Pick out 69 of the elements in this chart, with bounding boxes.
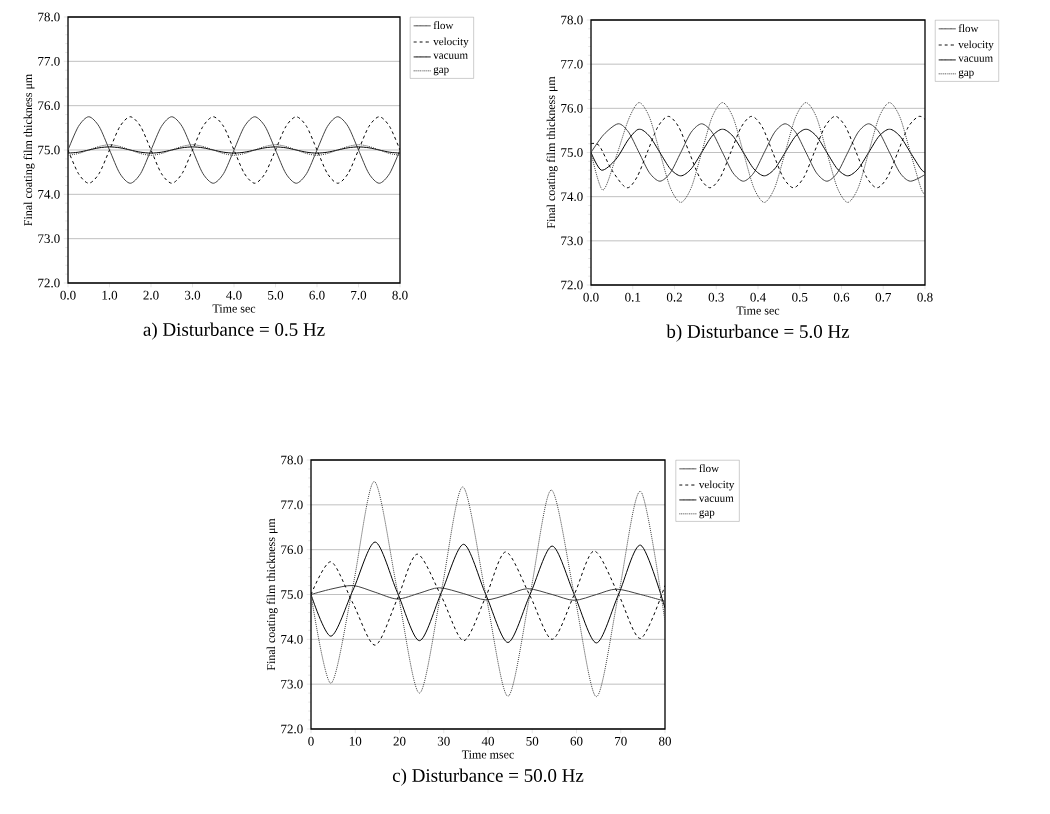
- y-tick-label: 73.0: [281, 679, 303, 689]
- x-tick-label: 0.4: [750, 292, 766, 302]
- y-tick-label: 75.0: [38, 145, 60, 155]
- x-tick-label: 0.1: [625, 292, 641, 302]
- x-tick-label: 0: [308, 736, 314, 746]
- y-tick-label: 74.0: [561, 192, 583, 202]
- x-tick-label: 1.0: [102, 290, 118, 300]
- y-tick-label: 74.0: [38, 189, 60, 199]
- y-tick-label: 72.0: [38, 278, 60, 288]
- legend-label: velocity: [698, 480, 735, 491]
- text: a) Disturbance = 0.5 Hz: [143, 322, 325, 340]
- y-tick-label: 76.0: [38, 101, 60, 111]
- legend-label: flow: [958, 24, 979, 33]
- x-axis-title: Time msec: [461, 750, 514, 759]
- x-tick-label: 80: [659, 736, 671, 746]
- x-tick-label: 50: [526, 736, 539, 746]
- x-tick-label: 0.7: [875, 292, 892, 302]
- x-tick-label: 70: [615, 736, 627, 746]
- x-tick-label: 0.8: [917, 292, 933, 302]
- y-tick-label: 77.0: [38, 56, 60, 66]
- y-tick-label: 72.0: [281, 724, 303, 734]
- y-tick-label: 78.0: [561, 15, 583, 25]
- legend-label: gap: [433, 67, 449, 76]
- legend-label: gap: [958, 70, 974, 79]
- y-tick-label: 75.0: [561, 148, 583, 157]
- y-tick-label: 75.0: [281, 590, 303, 599]
- legend-label: gap: [699, 510, 715, 519]
- x-tick-label: 0.3: [708, 292, 724, 302]
- text: b) Disturbance = 5.0 Hz: [666, 324, 850, 342]
- legend-label: flow: [699, 464, 719, 473]
- x-tick-label: 3.0: [185, 290, 201, 300]
- y-tick-label: 78.0: [38, 12, 60, 22]
- x-tick-label: 20: [393, 736, 406, 746]
- x-tick-label: 4.0: [226, 290, 242, 300]
- x-tick-label: 0.5: [792, 292, 808, 302]
- y-tick-label: 77.0: [561, 59, 583, 69]
- y-tick-label: 72.0: [561, 280, 583, 290]
- y-tick-label: 74.0: [281, 634, 303, 644]
- y-tick-label: 78.0: [281, 455, 303, 465]
- x-tick-label: 7.0: [351, 290, 367, 300]
- x-tick-label: 0.0: [60, 290, 76, 300]
- legend-label: velocity: [958, 40, 994, 51]
- y-tick-label: 73.0: [38, 234, 60, 244]
- x-tick-label: 40: [481, 736, 495, 746]
- y-axis-title: Final coating film thickness μm: [23, 73, 35, 226]
- x-tick-label: 0.6: [833, 292, 850, 302]
- legend-label: vacuum: [958, 56, 993, 62]
- y-tick-label: 76.0: [561, 103, 583, 113]
- x-tick-label: 0.0: [583, 292, 599, 302]
- x-tick-label: 8.0: [392, 290, 408, 300]
- x-tick-label: 2.0: [143, 290, 159, 300]
- legend-label: vacuum: [433, 53, 468, 59]
- x-tick-label: 5.0: [268, 290, 284, 300]
- text: c) Disturbance = 50.0 Hz: [392, 768, 584, 786]
- x-tick-label: 6.0: [309, 290, 325, 300]
- y-tick-label: 77.0: [281, 500, 303, 510]
- y-axis-title: Final coating film thickness μm: [266, 518, 278, 671]
- x-tick-label: 30: [437, 736, 450, 746]
- x-tick-label: 10: [349, 736, 362, 746]
- y-tick-label: 73.0: [561, 236, 583, 246]
- legend-label: velocity: [433, 37, 469, 48]
- x-tick-label: 60: [570, 736, 583, 746]
- legend-label: vacuum: [698, 496, 734, 502]
- x-tick-label: 0.2: [666, 292, 682, 302]
- y-axis-title: Final coating film thickness μm: [546, 76, 558, 229]
- y-tick-label: 76.0: [281, 545, 303, 555]
- x-axis-title: Time sec: [212, 304, 256, 313]
- x-axis-title: Time sec: [736, 306, 780, 315]
- legend-label: flow: [433, 21, 454, 30]
